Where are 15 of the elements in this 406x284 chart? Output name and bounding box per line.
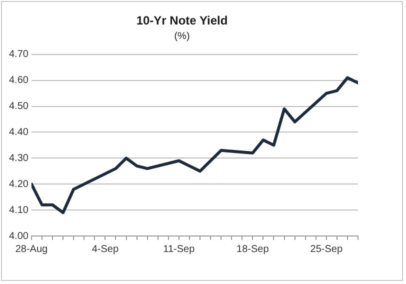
x-tick-label: 28-Aug bbox=[15, 244, 48, 255]
chart-title: 10-Yr Note Yield bbox=[136, 14, 228, 28]
y-tick-label: 4.10 bbox=[8, 204, 29, 216]
y-tick-label: 4.50 bbox=[8, 101, 29, 112]
y-tick-label: 4.60 bbox=[8, 75, 29, 86]
y-tick-label: 4.30 bbox=[8, 152, 29, 164]
x-tick-label: 11-Sep bbox=[163, 244, 196, 255]
chart-subtitle: (%) bbox=[174, 31, 190, 42]
x-tick-label: 4-Sep bbox=[92, 244, 119, 255]
y-tick-label: 4.70 bbox=[8, 49, 29, 60]
y-tick-label: 4.00 bbox=[8, 230, 29, 242]
x-tick-label: 25-Sep bbox=[310, 244, 343, 255]
y-tick-label: 4.40 bbox=[8, 126, 29, 138]
y-tick-label: 4.20 bbox=[8, 178, 29, 190]
x-tick-label: 18-Sep bbox=[236, 244, 270, 255]
